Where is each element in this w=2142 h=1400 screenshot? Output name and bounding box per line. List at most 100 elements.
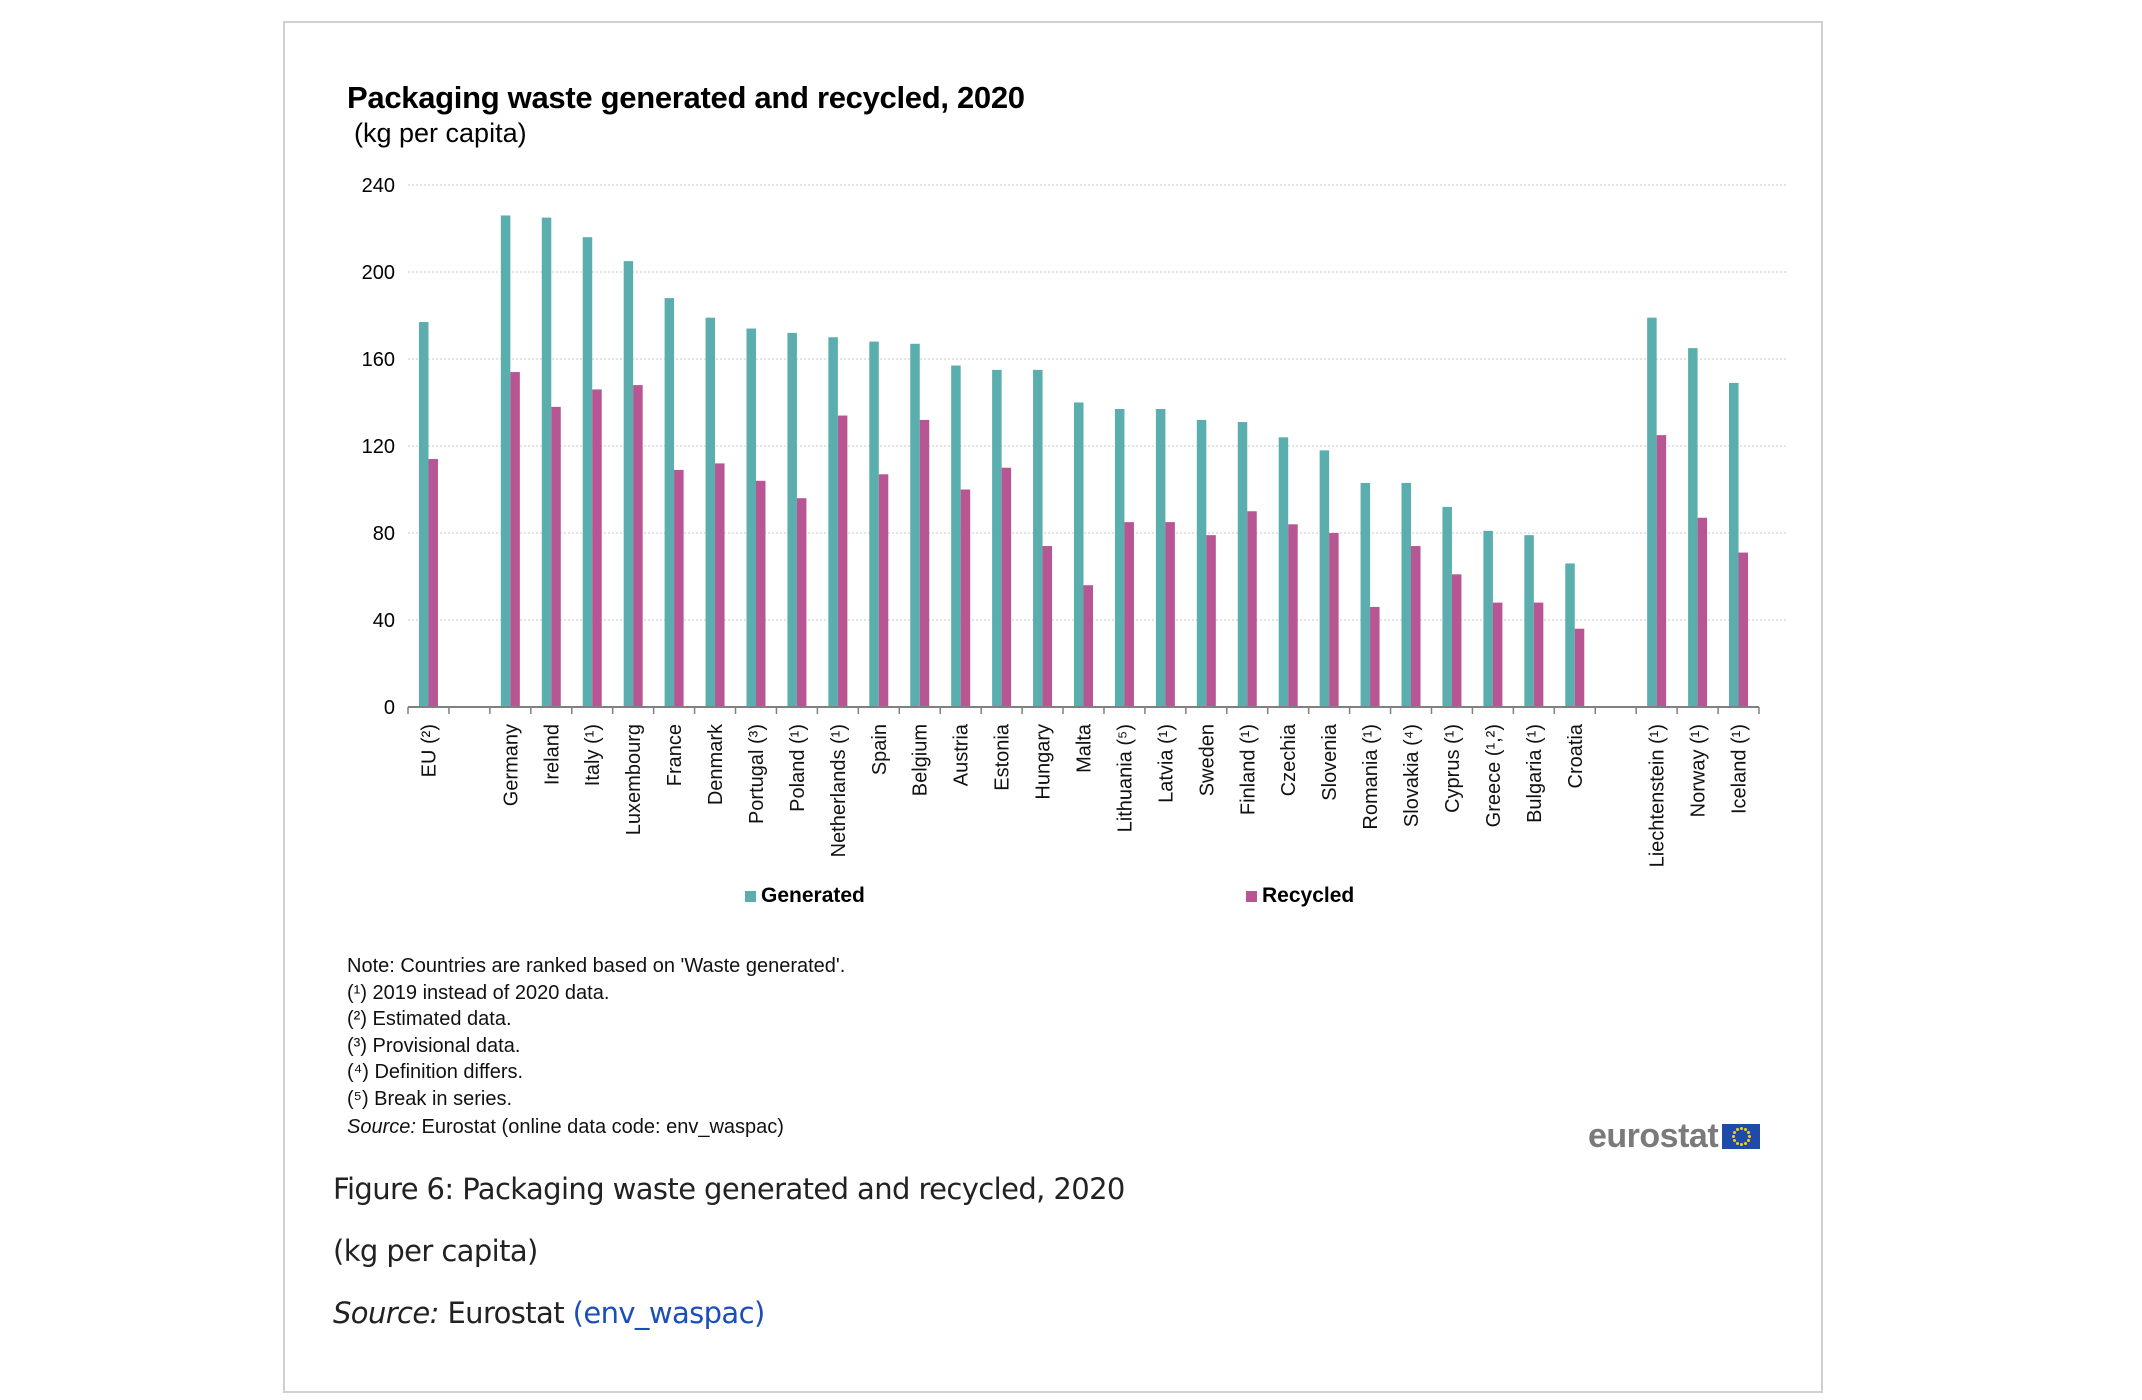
bar-recycled <box>428 459 438 707</box>
bar-generated <box>1688 348 1698 707</box>
x-tick-label: EU (²) <box>418 724 440 777</box>
eu-star-icon <box>1732 1131 1736 1134</box>
bar-generated <box>992 369 1002 707</box>
eu-star-icon <box>1747 1135 1751 1138</box>
bar-generated <box>500 215 511 707</box>
x-tick-label: Czechia <box>1278 723 1300 796</box>
bar-generated <box>1524 535 1534 707</box>
env-waspac-link[interactable]: (env_waspac) <box>572 1296 766 1330</box>
bar-recycled <box>510 372 520 707</box>
bar-recycled <box>1124 522 1134 707</box>
x-tick-label: Slovenia <box>1319 723 1341 801</box>
bar-generated <box>1114 409 1125 707</box>
bar-recycled <box>1288 524 1298 707</box>
bar-generated <box>1237 422 1248 707</box>
bar-generated <box>1196 419 1207 707</box>
bar-generated <box>1319 450 1330 707</box>
legend-label-generated: Generated <box>761 884 865 907</box>
x-tick-label: France <box>664 724 686 786</box>
x-tick-label: Bulgaria (¹) <box>1524 724 1546 823</box>
figure-caption-title: Figure 6: Packaging waste generated and … <box>333 1172 1125 1206</box>
x-tick-label: Cyprus (¹) <box>1442 724 1464 813</box>
x-tick-label: Ireland <box>541 724 563 785</box>
bar-recycled <box>592 389 602 707</box>
x-tick-label: Austria <box>951 723 973 786</box>
bar-recycled <box>1206 535 1216 707</box>
bar-generated <box>1401 482 1412 707</box>
x-tick-label: Liechtenstein (¹) <box>1647 724 1669 867</box>
bar-chart: 0 40 80 120 160 200 240 EU (²) Germany Ireland It… <box>362 175 1787 867</box>
bar-generated <box>787 332 797 707</box>
bar-generated <box>1483 530 1493 707</box>
x-tick-label: Norway (¹) <box>1688 724 1710 817</box>
x-tick-label: Belgium <box>910 724 932 796</box>
bar-recycled <box>755 480 766 707</box>
eu-star-icon <box>1739 1127 1743 1130</box>
x-tick-label: Hungary <box>1033 724 1055 800</box>
bar-recycled <box>1083 585 1093 707</box>
eu-star-icon <box>1739 1143 1743 1146</box>
x-tick-label: Spain <box>869 724 891 775</box>
x-tick-label: Finland (¹) <box>1237 724 1259 815</box>
x-tick-label: Italy (¹) <box>582 724 604 786</box>
eu-star-icon <box>1735 1128 1739 1132</box>
gridlines <box>408 184 1787 621</box>
x-tick-label: Croatia <box>1565 723 1587 788</box>
x-tick-label: Sweden <box>1196 724 1218 796</box>
bars <box>418 215 1749 707</box>
y-tick-label: 80 <box>373 523 395 545</box>
legend-label-recycled: Recycled <box>1262 884 1355 907</box>
y-tick-label: 240 <box>362 175 395 197</box>
y-tick-label: 0 <box>384 697 395 719</box>
x-tick-label: Lithuania (⁵) <box>1114 724 1136 832</box>
chart-title: Packaging waste generated and recycled, … <box>347 80 1025 115</box>
legend-swatch-recycled <box>1246 890 1257 902</box>
bar-recycled <box>1451 574 1462 707</box>
y-tick-label: 200 <box>362 262 395 284</box>
bar-recycled <box>960 489 971 707</box>
chart-source: Source: Eurostat (online data code: env_… <box>347 1114 845 1141</box>
bar-generated <box>705 317 716 707</box>
figure-caption-unit: (kg per capita) <box>333 1234 538 1268</box>
figure-caption-source: Source: Eurostat (env_waspac) <box>333 1296 765 1330</box>
x-tick-label: Denmark <box>705 723 727 805</box>
bar-generated <box>869 341 879 707</box>
legend-item-generated: Generated <box>745 884 865 908</box>
bar-recycled <box>919 419 930 707</box>
bar-generated <box>623 261 634 707</box>
bar-recycled <box>837 415 848 707</box>
bar-generated <box>746 328 756 707</box>
bar-recycled <box>1656 435 1667 707</box>
bar-generated <box>1647 317 1657 707</box>
eurostat-logo: eurostat <box>1588 1117 1761 1156</box>
bar-generated <box>828 337 838 707</box>
footnote-1: (¹) 2019 instead of 2020 data. <box>347 981 610 1004</box>
bar-generated <box>664 298 675 707</box>
chart-subtitle: (kg per capita) <box>354 118 527 148</box>
bar-generated <box>1442 506 1452 707</box>
source-label: Source: <box>347 1116 416 1138</box>
footnote-3: (³) Provisional data. <box>347 1034 521 1057</box>
footnote-2: (²) Estimated data. <box>347 1008 512 1030</box>
bar-recycled <box>1165 522 1175 707</box>
eu-star-icon <box>1743 1141 1747 1145</box>
bar-generated <box>418 322 429 707</box>
x-tick-label: Poland (¹) <box>787 724 809 812</box>
bar-recycled <box>1738 552 1749 707</box>
x-tick-label: Luxembourg <box>623 724 645 835</box>
bar-generated <box>1729 382 1739 707</box>
bar-recycled <box>1042 546 1053 707</box>
eu-star-icon <box>1731 1135 1735 1138</box>
x-tick-label: Slovakia (⁴) <box>1401 724 1423 827</box>
footnote-4: (⁴) Definition differs. <box>347 1061 524 1083</box>
bar-recycled <box>715 463 725 707</box>
y-tick-label: 120 <box>362 436 395 458</box>
bar-recycled <box>878 474 889 707</box>
bar-generated <box>541 217 552 707</box>
x-axis-labels: EU (²) Germany Ireland Italy (¹) Luxembourg F… <box>418 723 1750 867</box>
bar-generated <box>582 237 593 707</box>
eu-star-icon <box>1743 1128 1747 1132</box>
bar-generated <box>951 365 961 707</box>
bar-recycled <box>1697 517 1708 707</box>
bar-recycled <box>1001 467 1012 707</box>
